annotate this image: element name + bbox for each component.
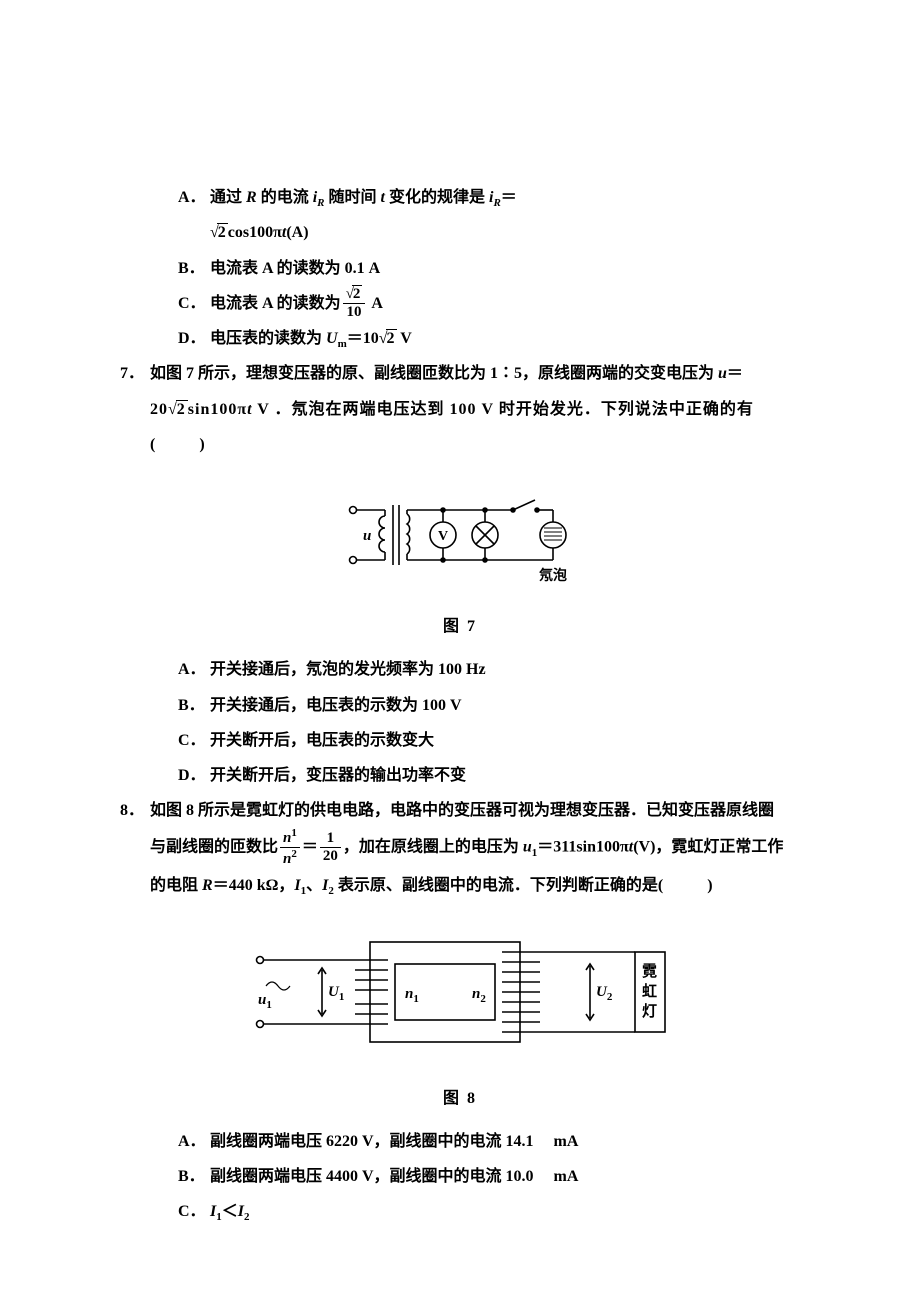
option-text: 电流表 A 的读数为 0.1 A xyxy=(210,251,380,286)
option-text: 通过 R 的电流 iR 随时间 t 变化的规律是 iR＝ xyxy=(210,180,517,215)
figure-7: u V 氖泡 图 7 xyxy=(120,480,800,644)
page: A． 通过 R 的电流 iR 随时间 t 变化的规律是 iR＝ √2cos100… xyxy=(0,0,920,1290)
q7-option-C: C．开关断开后，电压表的示数变大 xyxy=(178,723,800,758)
answer-blank: ( ) xyxy=(150,436,209,453)
q7-option-D: D．开关断开后，变压器的输出功率不变 xyxy=(178,758,800,793)
q7-options: A．开关接通后，氖泡的发光频率为 100 Hz B．开关接通后，电压表的示数为 … xyxy=(178,652,800,793)
figure-caption: 图 8 xyxy=(120,1081,800,1116)
q8-option-C: C．I1＜I2 xyxy=(178,1194,800,1229)
option-text: 电压表的读数为 Um＝10√2 V xyxy=(210,321,412,356)
svg-text:灯: 灯 xyxy=(642,1003,657,1020)
svg-text:n1: n1 xyxy=(405,986,419,1005)
fraction: n1n2 xyxy=(280,827,300,867)
q7: 7． 如图 7 所示，理想变压器的原、副线圈匝数比为 1∶5，原线圈两端的交变电… xyxy=(120,356,800,462)
question-number: 7． xyxy=(120,356,150,391)
q6-option-D: D． 电压表的读数为 Um＝10√2 V xyxy=(178,321,800,356)
question-number: 8． xyxy=(120,793,150,828)
q7-option-A: A．开关接通后，氖泡的发光频率为 100 Hz xyxy=(178,652,800,687)
fraction: √210 xyxy=(343,286,366,320)
q8-option-B: B．副线圈两端电压 4400 V，副线圈中的电流 10.0 mA xyxy=(178,1159,800,1194)
figure-8: u1 U1 n1 n2 U2 霓 虹 灯 图 8 xyxy=(120,922,800,1116)
question-body: 如图 8 所示是霓虹灯的供电电路，电路中的变压器可视为理想变压器．已知变压器原线… xyxy=(150,793,800,904)
q8-options: A．副线圈两端电压 6220 V，副线圈中的电流 14.1 mA B．副线圈两端… xyxy=(178,1124,800,1230)
svg-text:n2: n2 xyxy=(472,986,486,1005)
q6-option-C: C． 电流表 A 的读数为√210 A xyxy=(178,286,800,321)
sqrt-icon: √2 xyxy=(168,392,188,427)
q8: 8． 如图 8 所示是霓虹灯的供电电路，电路中的变压器可视为理想变压器．已知变压… xyxy=(120,793,800,904)
q7-option-B: B．开关接通后，电压表的示数为 100 V xyxy=(178,688,800,723)
sqrt-icon: √2 xyxy=(210,215,228,250)
circuit-diagram-icon: u V 氖泡 xyxy=(335,480,585,590)
svg-text:氖泡: 氖泡 xyxy=(538,567,567,584)
svg-text:u: u xyxy=(363,528,371,544)
svg-text:U1: U1 xyxy=(328,984,344,1003)
option-text: 电流表 A 的读数为√210 A xyxy=(210,286,383,321)
figure-caption: 图 7 xyxy=(120,609,800,644)
option-label: C． xyxy=(178,286,210,321)
q6-options: A． 通过 R 的电流 iR 随时间 t 变化的规律是 iR＝ √2cos100… xyxy=(178,180,800,356)
question-body: 如图 7 所示，理想变压器的原、副线圈匝数比为 1∶5，原线圈两端的交变电压为 … xyxy=(150,356,800,462)
fraction: 120 xyxy=(320,830,341,864)
option-label: B． xyxy=(178,251,210,286)
svg-text:u1: u1 xyxy=(258,992,272,1011)
option-label: A． xyxy=(178,180,210,215)
q6-A-cont: √2cos100πt(A) xyxy=(210,215,800,250)
svg-text:U2: U2 xyxy=(596,984,613,1003)
q6-option-B: B． 电流表 A 的读数为 0.1 A xyxy=(178,251,800,286)
option-label: D． xyxy=(178,321,210,356)
sqrt-icon: √2 xyxy=(379,321,397,356)
q8-option-A: A．副线圈两端电压 6220 V，副线圈中的电流 14.1 mA xyxy=(178,1124,800,1159)
answer-blank: ( ) xyxy=(658,877,717,894)
q6-option-A: A． 通过 R 的电流 iR 随时间 t 变化的规律是 iR＝ xyxy=(178,180,800,215)
svg-text:霓: 霓 xyxy=(642,962,657,980)
transformer-diagram-icon: u1 U1 n1 n2 U2 霓 虹 灯 xyxy=(240,922,680,1062)
svg-text:V: V xyxy=(438,529,448,544)
svg-text:虹: 虹 xyxy=(642,983,657,1000)
